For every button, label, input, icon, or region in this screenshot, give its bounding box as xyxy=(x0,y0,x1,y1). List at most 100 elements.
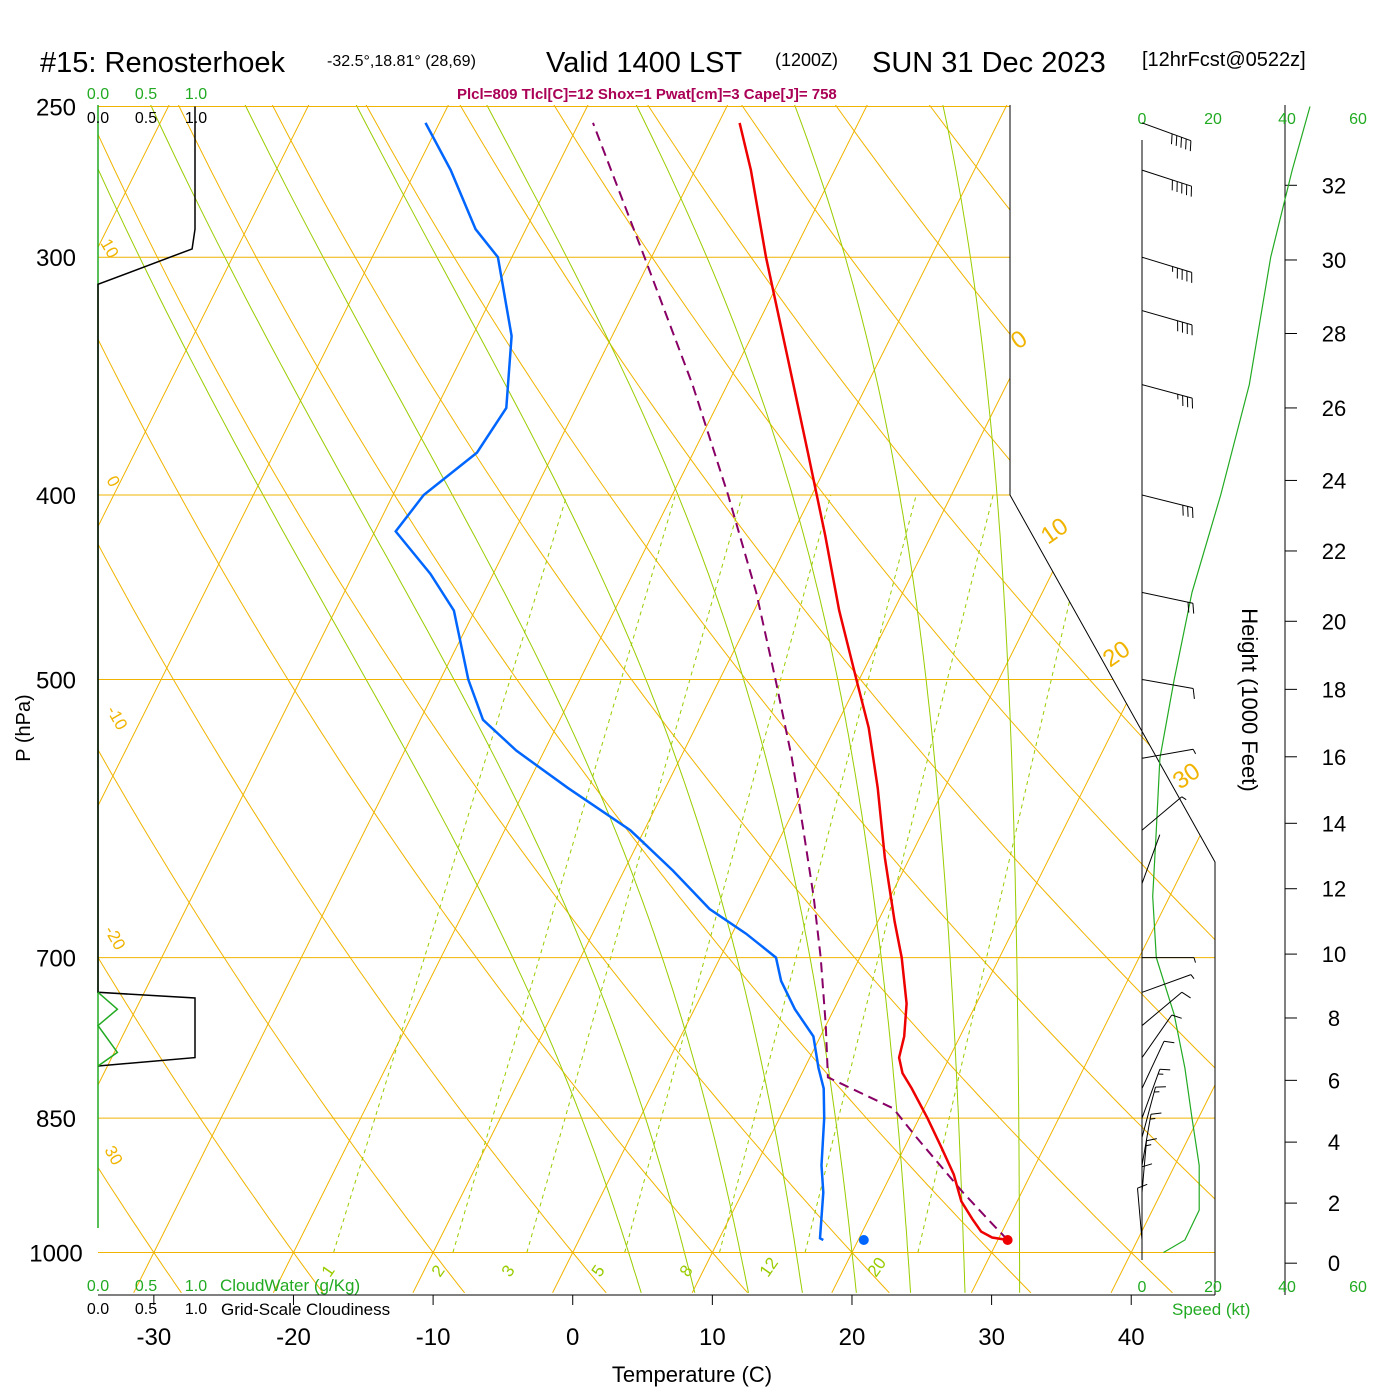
cloudiness-tick-bottom: 1.0 xyxy=(185,1301,207,1318)
wind-barb-staff xyxy=(1141,679,1194,689)
wind-barb xyxy=(1141,169,1192,197)
mixing-ratio-3 xyxy=(526,494,743,1253)
isotherm--10 xyxy=(412,105,1024,1294)
surface-dewpoint-marker xyxy=(858,1235,869,1246)
cloudiness-tick-top: 1.0 xyxy=(185,110,207,127)
wind-barb-half-flag xyxy=(1190,974,1195,980)
wind-barb xyxy=(1141,991,1191,1027)
wind-barb-half-flag xyxy=(1145,1144,1152,1147)
wind-barb-staff xyxy=(1141,991,1183,1027)
dry-adiabat-50 xyxy=(348,105,1215,1294)
wind-barb-staff xyxy=(1141,1069,1161,1119)
x-tick-label: -30 xyxy=(137,1324,172,1351)
height-tick-label: 0 xyxy=(1328,1251,1340,1276)
height-tick-label: 12 xyxy=(1322,877,1346,902)
wind-barb-flag xyxy=(1180,137,1182,148)
pressure-tick-label: 250 xyxy=(36,95,76,122)
moist-adiabat-24 xyxy=(619,105,912,1293)
wind-barb-flag xyxy=(1187,506,1189,517)
zulu-time: (1200Z) xyxy=(775,50,838,70)
wind-barb-flag xyxy=(1175,135,1178,146)
parcel-trace xyxy=(592,122,1009,1241)
height-tick-label: 6 xyxy=(1328,1068,1340,1093)
x-tick-label: 30 xyxy=(978,1324,1005,1351)
x-tick-label: 20 xyxy=(839,1324,866,1351)
speed-tick-bottom: 40 xyxy=(1278,1279,1296,1296)
cloudwater-trace xyxy=(96,991,119,1067)
wind-barb xyxy=(1141,1068,1171,1119)
station-coords: -32.5°,18.81° (28,69) xyxy=(327,53,476,70)
wind-barb-flag xyxy=(1187,602,1190,613)
valid-date: SUN 31 Dec 2023 xyxy=(872,47,1106,79)
wind-barb-staff xyxy=(1141,796,1183,831)
cloudiness-tick-bottom: 0.0 xyxy=(87,1301,109,1318)
height-tick-label: 16 xyxy=(1322,745,1346,770)
wind-barb-staff xyxy=(1141,1086,1156,1138)
wind-barb-flag xyxy=(1192,688,1195,699)
wind-barb-half-flag xyxy=(1150,1118,1156,1120)
wind-barb xyxy=(1141,256,1193,283)
cloudwater-tick-top: 0.5 xyxy=(135,86,157,103)
cloudwater-tick-top: 1.0 xyxy=(185,86,207,103)
height-tick-label: 2 xyxy=(1328,1191,1340,1216)
wind-barb xyxy=(1141,957,1196,963)
dry-adiabat-70 xyxy=(533,105,1215,1294)
cloudwater-tick-bottom: 1.0 xyxy=(185,1278,207,1295)
moist-adiabat-8 xyxy=(135,105,696,1293)
pressure-tick-label: 1000 xyxy=(29,1241,82,1268)
x-axis-title: Temperature (C) xyxy=(612,1362,772,1387)
speed-tick-bottom: 20 xyxy=(1204,1279,1222,1296)
isobar-lines xyxy=(98,106,1215,1253)
wind-barb-staff xyxy=(1141,974,1192,993)
wind-barb-half-flag xyxy=(1192,749,1197,755)
wind-barb-staff xyxy=(1141,1140,1147,1193)
wind-barb-flag xyxy=(1159,1068,1171,1071)
height-tick-label: 8 xyxy=(1328,1006,1340,1031)
wind-barb-flag xyxy=(1189,140,1192,152)
pressure-tick-label: 300 xyxy=(36,245,76,272)
cloud-panel: 0.0 0.0 0.0 0.0 0.5 0.5 0.5 0.5 1.0 1.0 1.0 1.0 xyxy=(87,86,207,1318)
wind-barb-flag xyxy=(1141,1163,1153,1168)
dry-adiabat-80 xyxy=(626,105,1215,1294)
valid-time: Valid 1400 LST xyxy=(546,47,742,79)
wind-barb-half-flag xyxy=(1193,957,1196,963)
y-axis-title: P (hPa) xyxy=(13,694,35,761)
mixing-ratio-1 xyxy=(333,494,568,1253)
mixing-ratio-8 xyxy=(719,494,917,1253)
speed-tick-bottom: 60 xyxy=(1349,1279,1367,1296)
dry-adiabat-label: 0 xyxy=(103,473,124,491)
isotherm-10 xyxy=(691,105,1215,1294)
speed-tick-bottom: 0 xyxy=(1138,1279,1147,1296)
height-tick-label: 24 xyxy=(1322,468,1346,493)
height-tick-label: 30 xyxy=(1322,248,1346,273)
height-tick-label: 18 xyxy=(1322,677,1346,702)
height-tick-label: 22 xyxy=(1322,539,1346,564)
wind-barb-staff xyxy=(1141,834,1161,884)
height-tick-label: 14 xyxy=(1322,811,1346,836)
dry-adiabat-10 xyxy=(98,105,749,1294)
wind-barb xyxy=(1141,494,1194,519)
isotherm-label: 10 xyxy=(1036,512,1073,549)
cloudwater-tick-bottom: 0.5 xyxy=(135,1278,157,1295)
height-tick-label: 26 xyxy=(1322,396,1346,421)
wind-barb xyxy=(1141,1138,1157,1193)
x-tick-label: -20 xyxy=(276,1324,311,1351)
height-axis-title: Height (1000 Feet) xyxy=(1237,608,1262,791)
height-tick-label: 10 xyxy=(1322,942,1346,967)
mixing-ratio-label: 2 xyxy=(428,1262,449,1281)
height-tick-label: 28 xyxy=(1322,321,1346,346)
wind-barb-staff xyxy=(1141,256,1192,273)
wind-barb-flag xyxy=(1150,1112,1162,1115)
sounding-indices: Plcl=809 Tlcl[C]=12 Shox=1 Pwat[cm]=3 Ca… xyxy=(457,86,837,103)
dry-adiabat-label: -20 xyxy=(101,923,130,954)
isotherm-lines xyxy=(98,105,1215,1294)
wind-barb-flag xyxy=(1146,1138,1157,1142)
wind-barb xyxy=(1141,310,1193,336)
height-tick-label: 20 xyxy=(1322,609,1346,634)
wind-barb xyxy=(1141,1086,1166,1138)
x-tick-label: 40 xyxy=(1118,1324,1145,1351)
wind-speed-trace xyxy=(1152,106,1311,1254)
wind-barb xyxy=(1141,834,1161,884)
isotherm-40 xyxy=(1110,105,1215,1294)
dry-adiabat-0 xyxy=(98,105,607,1294)
